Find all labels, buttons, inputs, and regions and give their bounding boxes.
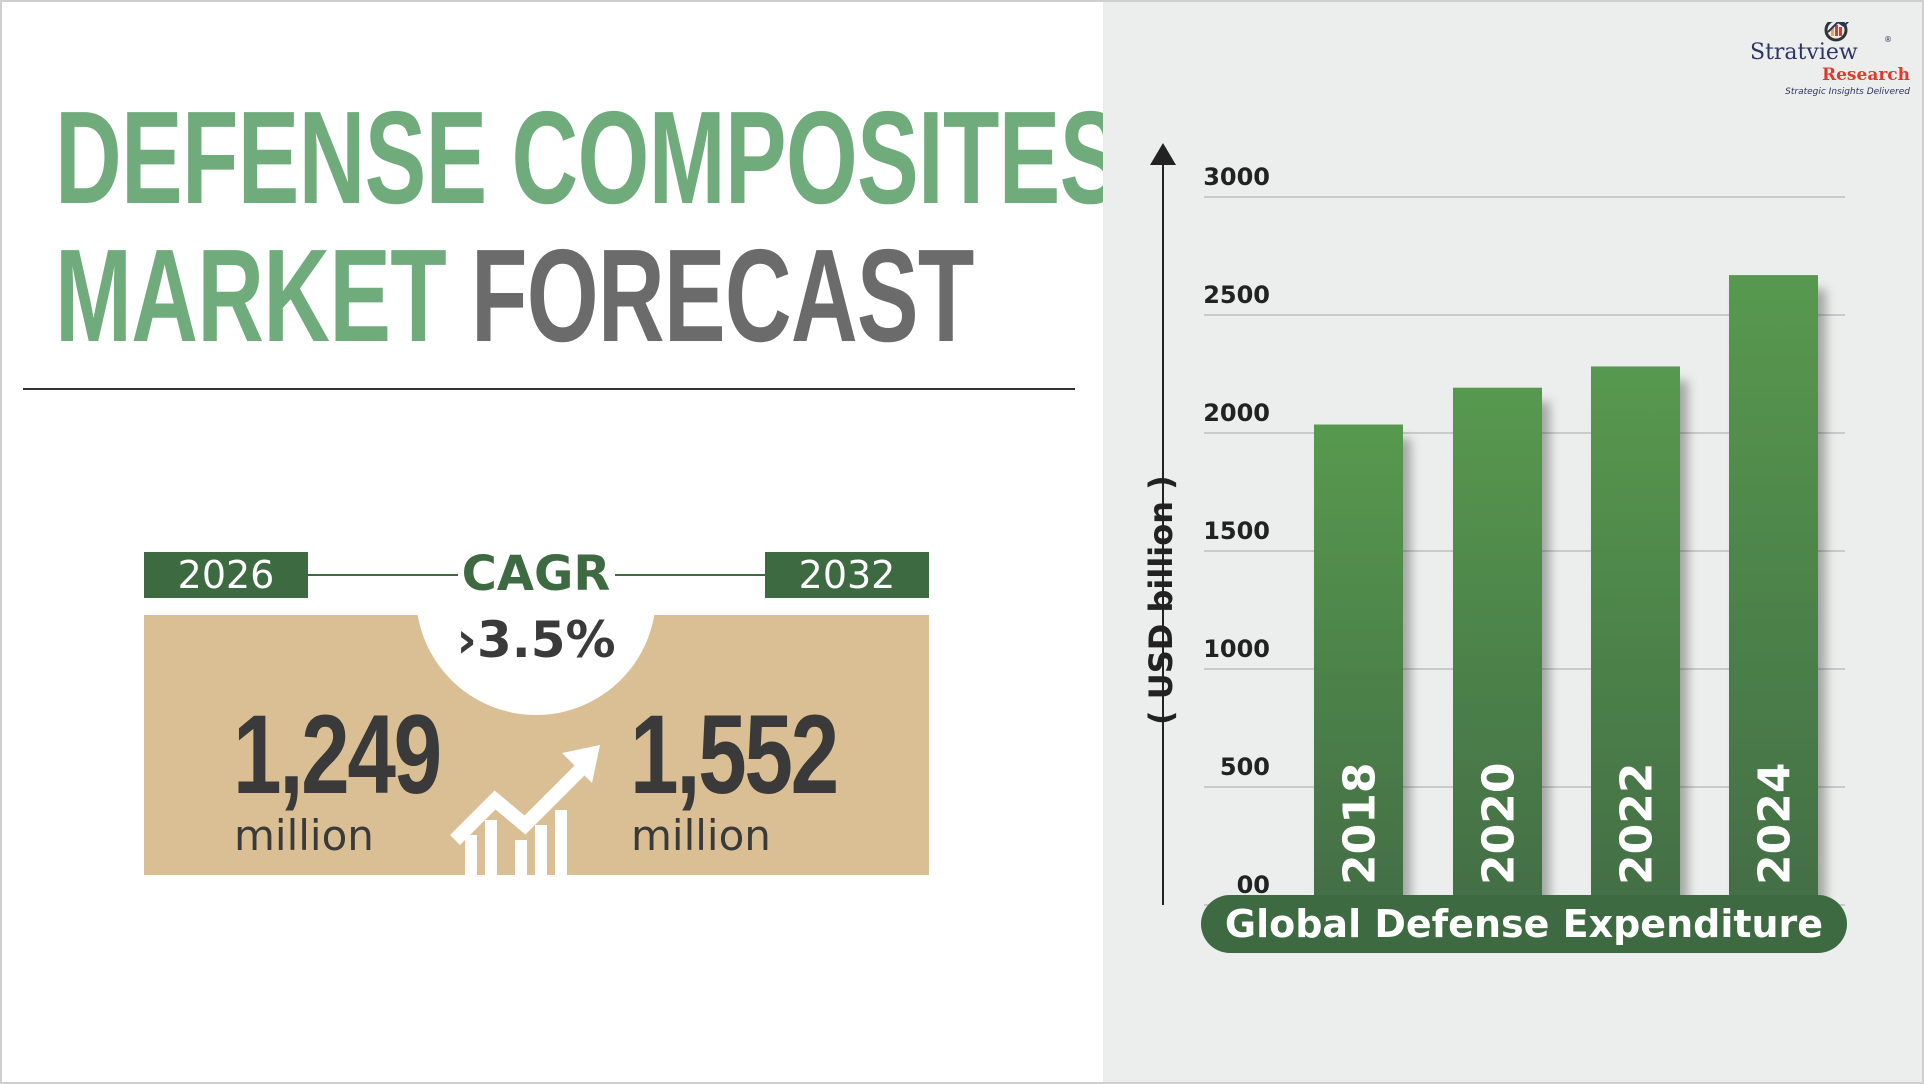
x-tick-label: 2024 <box>1750 763 1801 885</box>
connector-right <box>615 574 765 576</box>
title-market: MARKET <box>55 222 447 369</box>
cagr-value: ›3.5% <box>456 611 616 669</box>
cagr-label: CAGR <box>461 546 611 602</box>
stratview-logo: Stratview ® Research Strategic Insights … <box>1750 22 1910 102</box>
x-tick-label: 2020 <box>1474 763 1525 885</box>
connector-left <box>308 574 458 576</box>
bar-2024 <box>1729 275 1818 906</box>
y-tick-label: 1000 <box>1203 635 1270 663</box>
bar-2020 <box>1453 387 1542 905</box>
y-tick-label: 500 <box>1220 753 1270 781</box>
logo-sub: Research <box>1821 65 1910 85</box>
title-line-1: DEFENSE COMPOSITES <box>55 84 1121 231</box>
chart-title: Global Defense Expenditure <box>1201 895 1847 953</box>
x-tick-label: 2018 <box>1335 763 1386 885</box>
start-value: 1,249 <box>233 692 442 817</box>
y-axis-arrow-icon <box>1150 143 1176 165</box>
divider <box>23 388 1075 390</box>
logo-magnifier-icon <box>1824 22 1850 42</box>
start-year-badge: 2026 <box>144 552 308 598</box>
end-year-badge: 2032 <box>765 552 929 598</box>
bar-2018 <box>1314 424 1403 905</box>
title-line-2: MARKET FORECAST <box>55 230 974 362</box>
y-tick-label: 3000 <box>1203 163 1270 191</box>
y-tick-label: 2500 <box>1203 281 1270 309</box>
logo-tagline: Strategic Insights Delivered <box>1785 87 1910 97</box>
y-tick-label: 2000 <box>1203 399 1270 427</box>
growth-trend-icon <box>450 745 600 875</box>
end-unit: million <box>631 811 771 860</box>
start-unit: million <box>234 811 374 860</box>
bar-2022 <box>1591 366 1680 905</box>
y-tick-label: 00 <box>1237 871 1270 899</box>
title-forecast: FORECAST <box>471 222 974 369</box>
forecast-panel: DEFENSE COMPOSITES MARKET FORECAST 2026 … <box>23 91 1122 875</box>
cagr-circle <box>416 475 656 715</box>
end-value: 1,552 <box>630 692 839 817</box>
x-tick-label: 2022 <box>1612 763 1663 885</box>
y-axis-label: ( USD billion ) <box>1142 475 1180 725</box>
y-tick-label: 1500 <box>1203 517 1270 545</box>
logo-name: Stratview <box>1750 40 1858 65</box>
logo-registered: ® <box>1884 35 1892 44</box>
